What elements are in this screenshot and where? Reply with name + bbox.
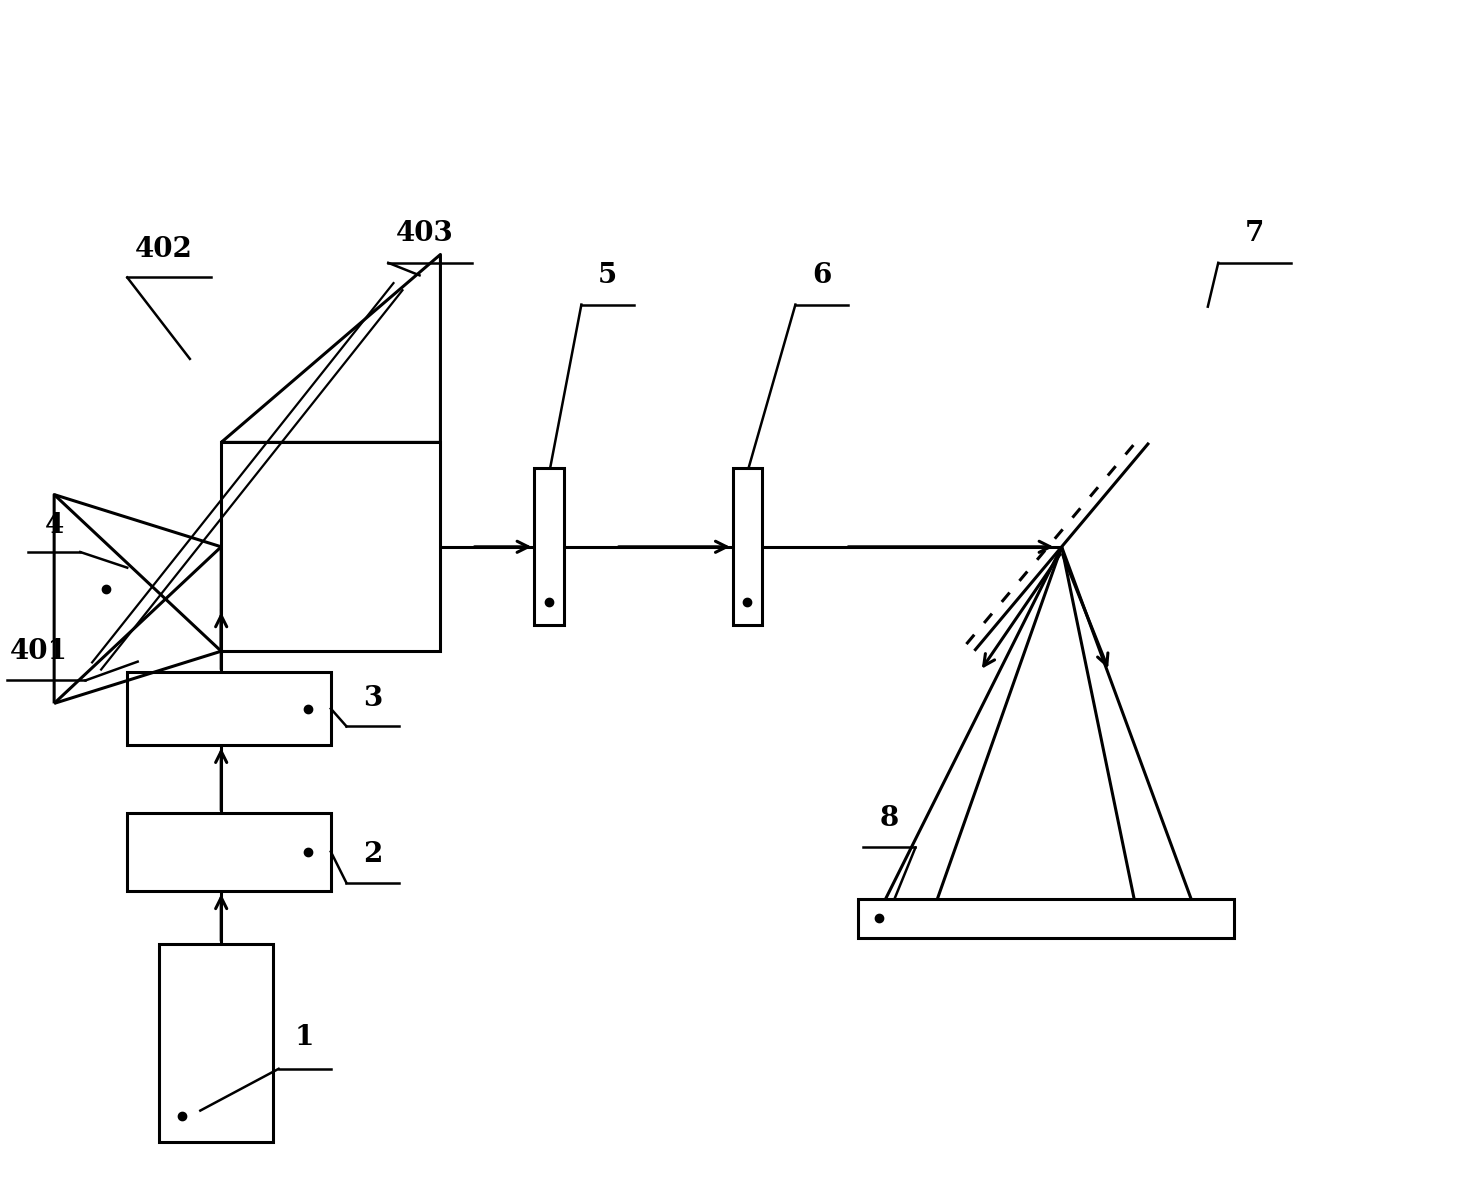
Bar (127, 813, 331, 891)
Text: 8: 8 (880, 805, 900, 831)
Bar (221, 442, 441, 652)
Text: 4: 4 (44, 513, 64, 539)
Bar (535, 468, 564, 625)
Text: 401: 401 (10, 637, 67, 665)
Bar (858, 898, 1234, 938)
Bar (732, 468, 762, 625)
Text: 1: 1 (294, 1024, 315, 1051)
Bar (127, 672, 331, 745)
Text: 403: 403 (396, 220, 454, 247)
Text: 2: 2 (363, 841, 382, 869)
Text: 402: 402 (135, 236, 193, 262)
Bar (158, 944, 274, 1142)
Text: 5: 5 (598, 262, 617, 289)
Text: 6: 6 (812, 262, 831, 289)
Text: 7: 7 (1245, 220, 1264, 247)
Text: 3: 3 (363, 685, 382, 712)
